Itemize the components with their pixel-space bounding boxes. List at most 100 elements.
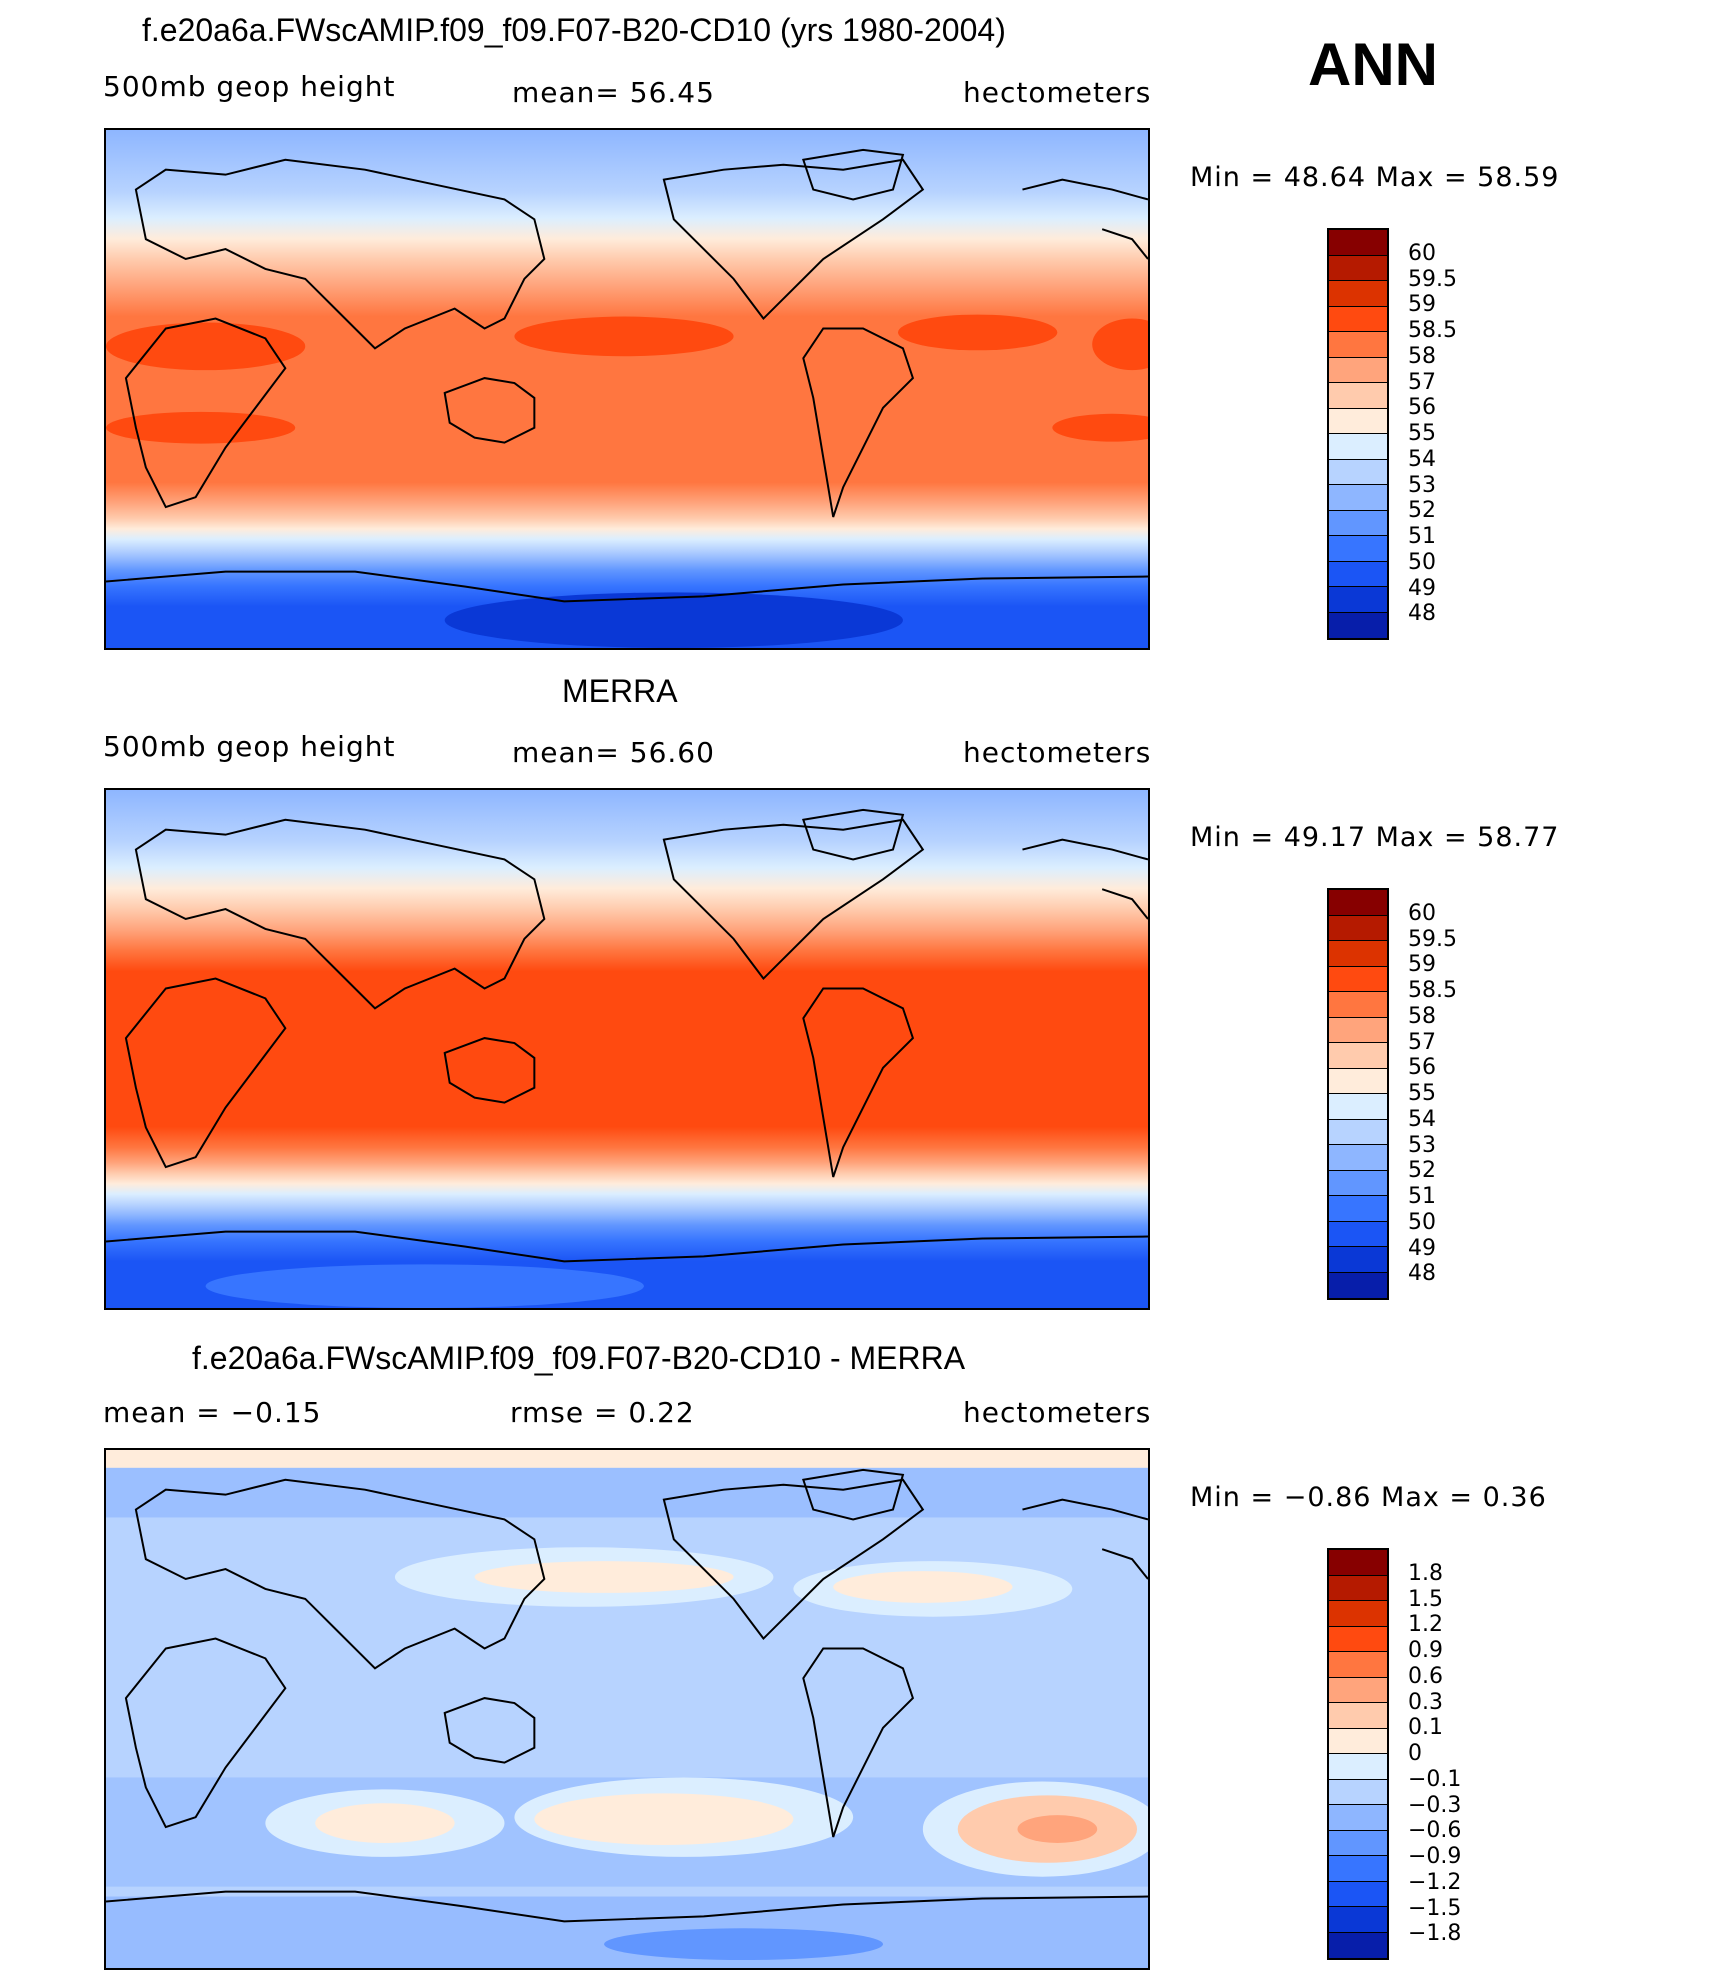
colorbar-swatch	[1329, 1754, 1387, 1780]
colorbar-swatch	[1329, 1601, 1387, 1627]
colorbar-tick-label: 59	[1408, 292, 1436, 318]
colorbar-tick-label: 0.6	[1408, 1663, 1443, 1689]
panel-1-coast-australia	[443, 377, 536, 444]
panel-2-mean-label: mean= 56.60	[512, 736, 715, 769]
colorbar-swatch	[1329, 1247, 1387, 1273]
colorbar-swatch	[1329, 1881, 1387, 1907]
colorbar-tick-label: −1.2	[1408, 1869, 1462, 1895]
panel-2-map	[104, 788, 1150, 1310]
colorbar-swatch	[1329, 383, 1387, 409]
colorbar-2	[1327, 888, 1389, 1300]
colorbar-swatch	[1329, 1652, 1387, 1678]
colorbar-swatch	[1329, 459, 1387, 485]
colorbar-swatch	[1329, 966, 1387, 992]
colorbar-tick-label: 0.3	[1408, 1689, 1443, 1715]
colorbar-tick-label: 59.5	[1408, 266, 1457, 292]
colorbar-swatch	[1329, 561, 1387, 587]
panel-1-mean-label: mean= 56.45	[512, 76, 715, 109]
colorbar-swatch	[1329, 992, 1387, 1018]
panel-2-minmax: Min = 49.17 Max = 58.77	[1190, 822, 1560, 853]
panel-1-low-antarctic	[444, 592, 903, 648]
colorbar-swatch	[1329, 1805, 1387, 1831]
colorbar-tick-label: 59.5	[1408, 926, 1457, 952]
colorbar-swatch	[1329, 1932, 1387, 1958]
panel-3-mean-label: mean = −0.15	[103, 1396, 322, 1429]
colorbar-swatch	[1329, 1196, 1387, 1222]
colorbar-swatch	[1329, 357, 1387, 383]
colorbar-tick-label: 48	[1408, 1261, 1436, 1287]
colorbar-tick-label: 1.2	[1408, 1612, 1443, 1638]
colorbar-tick-label: 1.5	[1408, 1586, 1443, 1612]
panel-3-anomaly-na-core	[833, 1571, 1013, 1603]
colorbar-swatch	[1329, 281, 1387, 307]
colorbar-swatch	[1329, 1017, 1387, 1043]
colorbar-swatch	[1329, 587, 1387, 613]
colorbar-tick-label: −1.8	[1408, 1921, 1462, 1947]
colorbar-tick-label: 51	[1408, 524, 1436, 549]
colorbar-swatch	[1329, 332, 1387, 358]
panel-2-coast-australia	[443, 1037, 536, 1104]
colorbar-tick-label: 60	[1408, 240, 1436, 266]
panel-1-title: f.e20a6a.FWscAMIP.f09_f09.F07-B20-CD10 (…	[142, 12, 1006, 48]
colorbar-swatch	[1329, 1094, 1387, 1120]
colorbar-tick-label: −0.3	[1408, 1792, 1462, 1818]
panel-1-field	[106, 130, 1148, 648]
panel-1-coast-greenland	[802, 148, 905, 201]
panel-2-coast-africa	[124, 977, 287, 1169]
colorbar-tick-label: 58	[1408, 343, 1436, 369]
colorbar-swatch	[1329, 915, 1387, 941]
colorbar-swatch	[1329, 230, 1387, 256]
colorbar-swatch	[1329, 1575, 1387, 1601]
colorbar-swatch	[1329, 510, 1387, 536]
season-label: ANN	[1308, 31, 1438, 98]
colorbar-swatch	[1329, 890, 1387, 916]
panel-3-anomaly-south-indian-core	[315, 1803, 455, 1843]
panel-1-units-label: hectometers	[963, 76, 1152, 109]
panel-3-coast-antarctica	[106, 1890, 1148, 1923]
panel-3-coast-eurasia	[134, 1478, 546, 1670]
panel-1-variable-label: 500mb geop height	[103, 70, 396, 103]
panel-3-anomaly-pacific-core	[474, 1561, 734, 1593]
panel-1-high-west-pacific	[514, 316, 734, 357]
colorbar-tick-label: 49	[1408, 575, 1436, 601]
colorbar-swatch	[1329, 1170, 1387, 1196]
colorbar-tick-label: 60	[1408, 900, 1436, 926]
panel-3-coast-greenland	[802, 1468, 905, 1521]
colorbar-tick-label: 54	[1408, 446, 1436, 472]
colorbar-swatch	[1329, 1145, 1387, 1171]
colorbar-tick-label: 53	[1408, 1132, 1436, 1158]
panel-2-coast-north-america	[662, 818, 925, 981]
panel-1-high-atlantic	[1052, 413, 1148, 442]
colorbar-tick-label: −0.1	[1408, 1766, 1462, 1792]
panel-3-coast-africa	[124, 1637, 287, 1829]
panel-3-anomaly-south-atlantic-core	[1017, 1815, 1098, 1843]
colorbar-tick-label: 58.5	[1408, 978, 1457, 1003]
colorbar-swatch	[1329, 1830, 1387, 1856]
colorbar-swatch	[1329, 536, 1387, 562]
panel-3-rmse-label: rmse = 0.22	[510, 1396, 695, 1429]
colorbar-tick-label: −0.9	[1408, 1844, 1462, 1869]
panel-3-coast-south-america	[802, 1647, 915, 1838]
colorbar-swatch	[1329, 485, 1387, 511]
panel-2-units-label: hectometers	[963, 736, 1152, 769]
colorbar-tick-label: 51	[1408, 1184, 1436, 1209]
colorbar-tick-label: 52	[1408, 1158, 1436, 1184]
panel-3-title: f.e20a6a.FWscAMIP.f09_f09.F07-B20-CD10 -…	[192, 1340, 966, 1376]
colorbar-swatch	[1329, 1272, 1387, 1298]
colorbar-tick-label: 58.5	[1408, 318, 1457, 343]
colorbar-tick-label: −1.5	[1408, 1895, 1462, 1921]
colorbar-tick-label: 57	[1408, 369, 1436, 395]
panel-2-coast-europe	[1022, 838, 1148, 920]
colorbar-tick-label: 58	[1408, 1003, 1436, 1029]
panel-1-coast-antarctica	[106, 570, 1148, 603]
colorbar-swatch	[1329, 255, 1387, 281]
colorbar-swatch	[1329, 1703, 1387, 1729]
colorbar-tick-label: 0.9	[1408, 1638, 1443, 1663]
panel-3-field	[106, 1450, 1148, 1968]
panel-2-low-antarctic	[205, 1264, 644, 1308]
panel-3-units-label: hectometers	[963, 1396, 1152, 1429]
colorbar-tick-label: 0	[1408, 1741, 1422, 1766]
colorbar-tick-label: 1.8	[1408, 1560, 1443, 1586]
panel-1-high-caribbean	[897, 314, 1058, 351]
colorbar-swatch	[1329, 306, 1387, 332]
